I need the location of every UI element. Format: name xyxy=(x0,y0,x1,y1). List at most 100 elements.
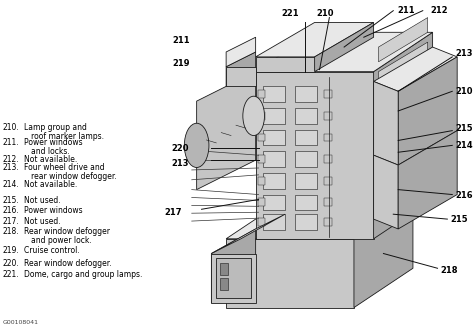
Polygon shape xyxy=(255,57,315,71)
Text: Not available.: Not available. xyxy=(24,180,77,189)
Text: and power lock.: and power lock. xyxy=(31,236,92,245)
Bar xyxy=(220,278,228,290)
Polygon shape xyxy=(226,199,413,239)
Text: 218: 218 xyxy=(440,266,458,275)
Bar xyxy=(226,67,255,87)
Polygon shape xyxy=(398,131,457,229)
Text: 211: 211 xyxy=(172,36,190,45)
Polygon shape xyxy=(226,37,255,67)
Text: 215.: 215. xyxy=(3,195,20,204)
Text: 216.: 216. xyxy=(3,206,20,215)
Bar xyxy=(264,108,285,124)
Polygon shape xyxy=(255,71,374,239)
Bar xyxy=(264,87,285,102)
Bar xyxy=(324,90,332,98)
Polygon shape xyxy=(398,57,457,165)
Text: Not used.: Not used. xyxy=(24,217,60,226)
Ellipse shape xyxy=(243,96,264,136)
Text: Cruise control.: Cruise control. xyxy=(24,245,79,255)
Bar xyxy=(257,112,265,120)
Text: 219.: 219. xyxy=(3,245,20,255)
Bar xyxy=(324,198,332,206)
Ellipse shape xyxy=(184,123,209,167)
Bar xyxy=(264,151,285,167)
Text: Not used.: Not used. xyxy=(24,195,60,204)
Text: Rear window defogger.: Rear window defogger. xyxy=(24,260,111,269)
Text: Lamp group and: Lamp group and xyxy=(24,123,86,132)
Polygon shape xyxy=(211,229,255,303)
Text: Power windows: Power windows xyxy=(24,139,82,148)
Bar xyxy=(295,108,317,124)
Polygon shape xyxy=(226,239,354,308)
Polygon shape xyxy=(379,141,428,185)
Text: 210: 210 xyxy=(455,87,473,96)
Bar xyxy=(324,218,332,226)
Polygon shape xyxy=(374,155,398,229)
Text: Rear window defogger: Rear window defogger xyxy=(24,227,109,236)
Text: 221.: 221. xyxy=(3,270,19,279)
Text: 213.: 213. xyxy=(3,163,20,172)
Text: 219: 219 xyxy=(172,59,190,68)
Text: 211: 211 xyxy=(397,6,415,15)
Text: 220: 220 xyxy=(171,144,189,153)
Text: 212.: 212. xyxy=(3,155,19,164)
Bar xyxy=(324,177,332,185)
Bar xyxy=(295,130,317,145)
Polygon shape xyxy=(379,116,428,160)
Bar xyxy=(257,90,265,98)
Bar xyxy=(324,112,332,120)
Bar xyxy=(264,194,285,210)
Bar xyxy=(264,214,285,230)
Bar xyxy=(257,198,265,206)
Text: 216: 216 xyxy=(455,191,473,200)
Bar xyxy=(211,254,255,303)
Text: 211.: 211. xyxy=(3,139,19,148)
Text: 213: 213 xyxy=(171,159,189,168)
Text: 218.: 218. xyxy=(3,227,19,236)
Polygon shape xyxy=(226,52,255,87)
Bar xyxy=(295,151,317,167)
Polygon shape xyxy=(255,32,433,71)
Polygon shape xyxy=(374,81,398,165)
Polygon shape xyxy=(374,47,457,91)
Bar xyxy=(295,214,317,230)
Bar xyxy=(295,194,317,210)
Polygon shape xyxy=(197,71,255,190)
Polygon shape xyxy=(379,165,428,209)
Text: Dome, cargo and group lamps.: Dome, cargo and group lamps. xyxy=(24,270,142,279)
Text: roof marker lamps.: roof marker lamps. xyxy=(31,132,104,141)
Text: 221: 221 xyxy=(281,9,299,18)
Bar xyxy=(324,155,332,163)
Bar xyxy=(257,155,265,163)
Polygon shape xyxy=(379,42,428,87)
Bar xyxy=(257,134,265,141)
Bar xyxy=(220,263,228,275)
Text: 217: 217 xyxy=(164,208,182,217)
Text: 220.: 220. xyxy=(3,260,20,269)
Text: 210.: 210. xyxy=(3,123,20,132)
Bar xyxy=(264,173,285,189)
Text: 214: 214 xyxy=(455,141,473,150)
Polygon shape xyxy=(379,91,428,136)
Text: and locks.: and locks. xyxy=(31,147,70,156)
Bar xyxy=(216,259,251,298)
Text: Four wheel drive and: Four wheel drive and xyxy=(24,163,104,172)
Bar xyxy=(295,87,317,102)
Bar xyxy=(324,134,332,141)
Text: 215: 215 xyxy=(450,215,468,223)
Text: 214.: 214. xyxy=(3,180,20,189)
Text: Power windows: Power windows xyxy=(24,206,82,215)
Bar xyxy=(295,173,317,189)
Text: Not available.: Not available. xyxy=(24,155,77,164)
Polygon shape xyxy=(374,32,433,239)
Polygon shape xyxy=(354,199,413,308)
Bar xyxy=(264,130,285,145)
Polygon shape xyxy=(379,67,428,111)
Polygon shape xyxy=(211,214,285,254)
Polygon shape xyxy=(315,22,374,71)
Bar xyxy=(257,177,265,185)
Text: 215: 215 xyxy=(455,124,473,133)
Text: rear window defogger.: rear window defogger. xyxy=(31,172,117,181)
Text: G00108041: G00108041 xyxy=(3,320,39,325)
Text: 213: 213 xyxy=(455,49,473,58)
